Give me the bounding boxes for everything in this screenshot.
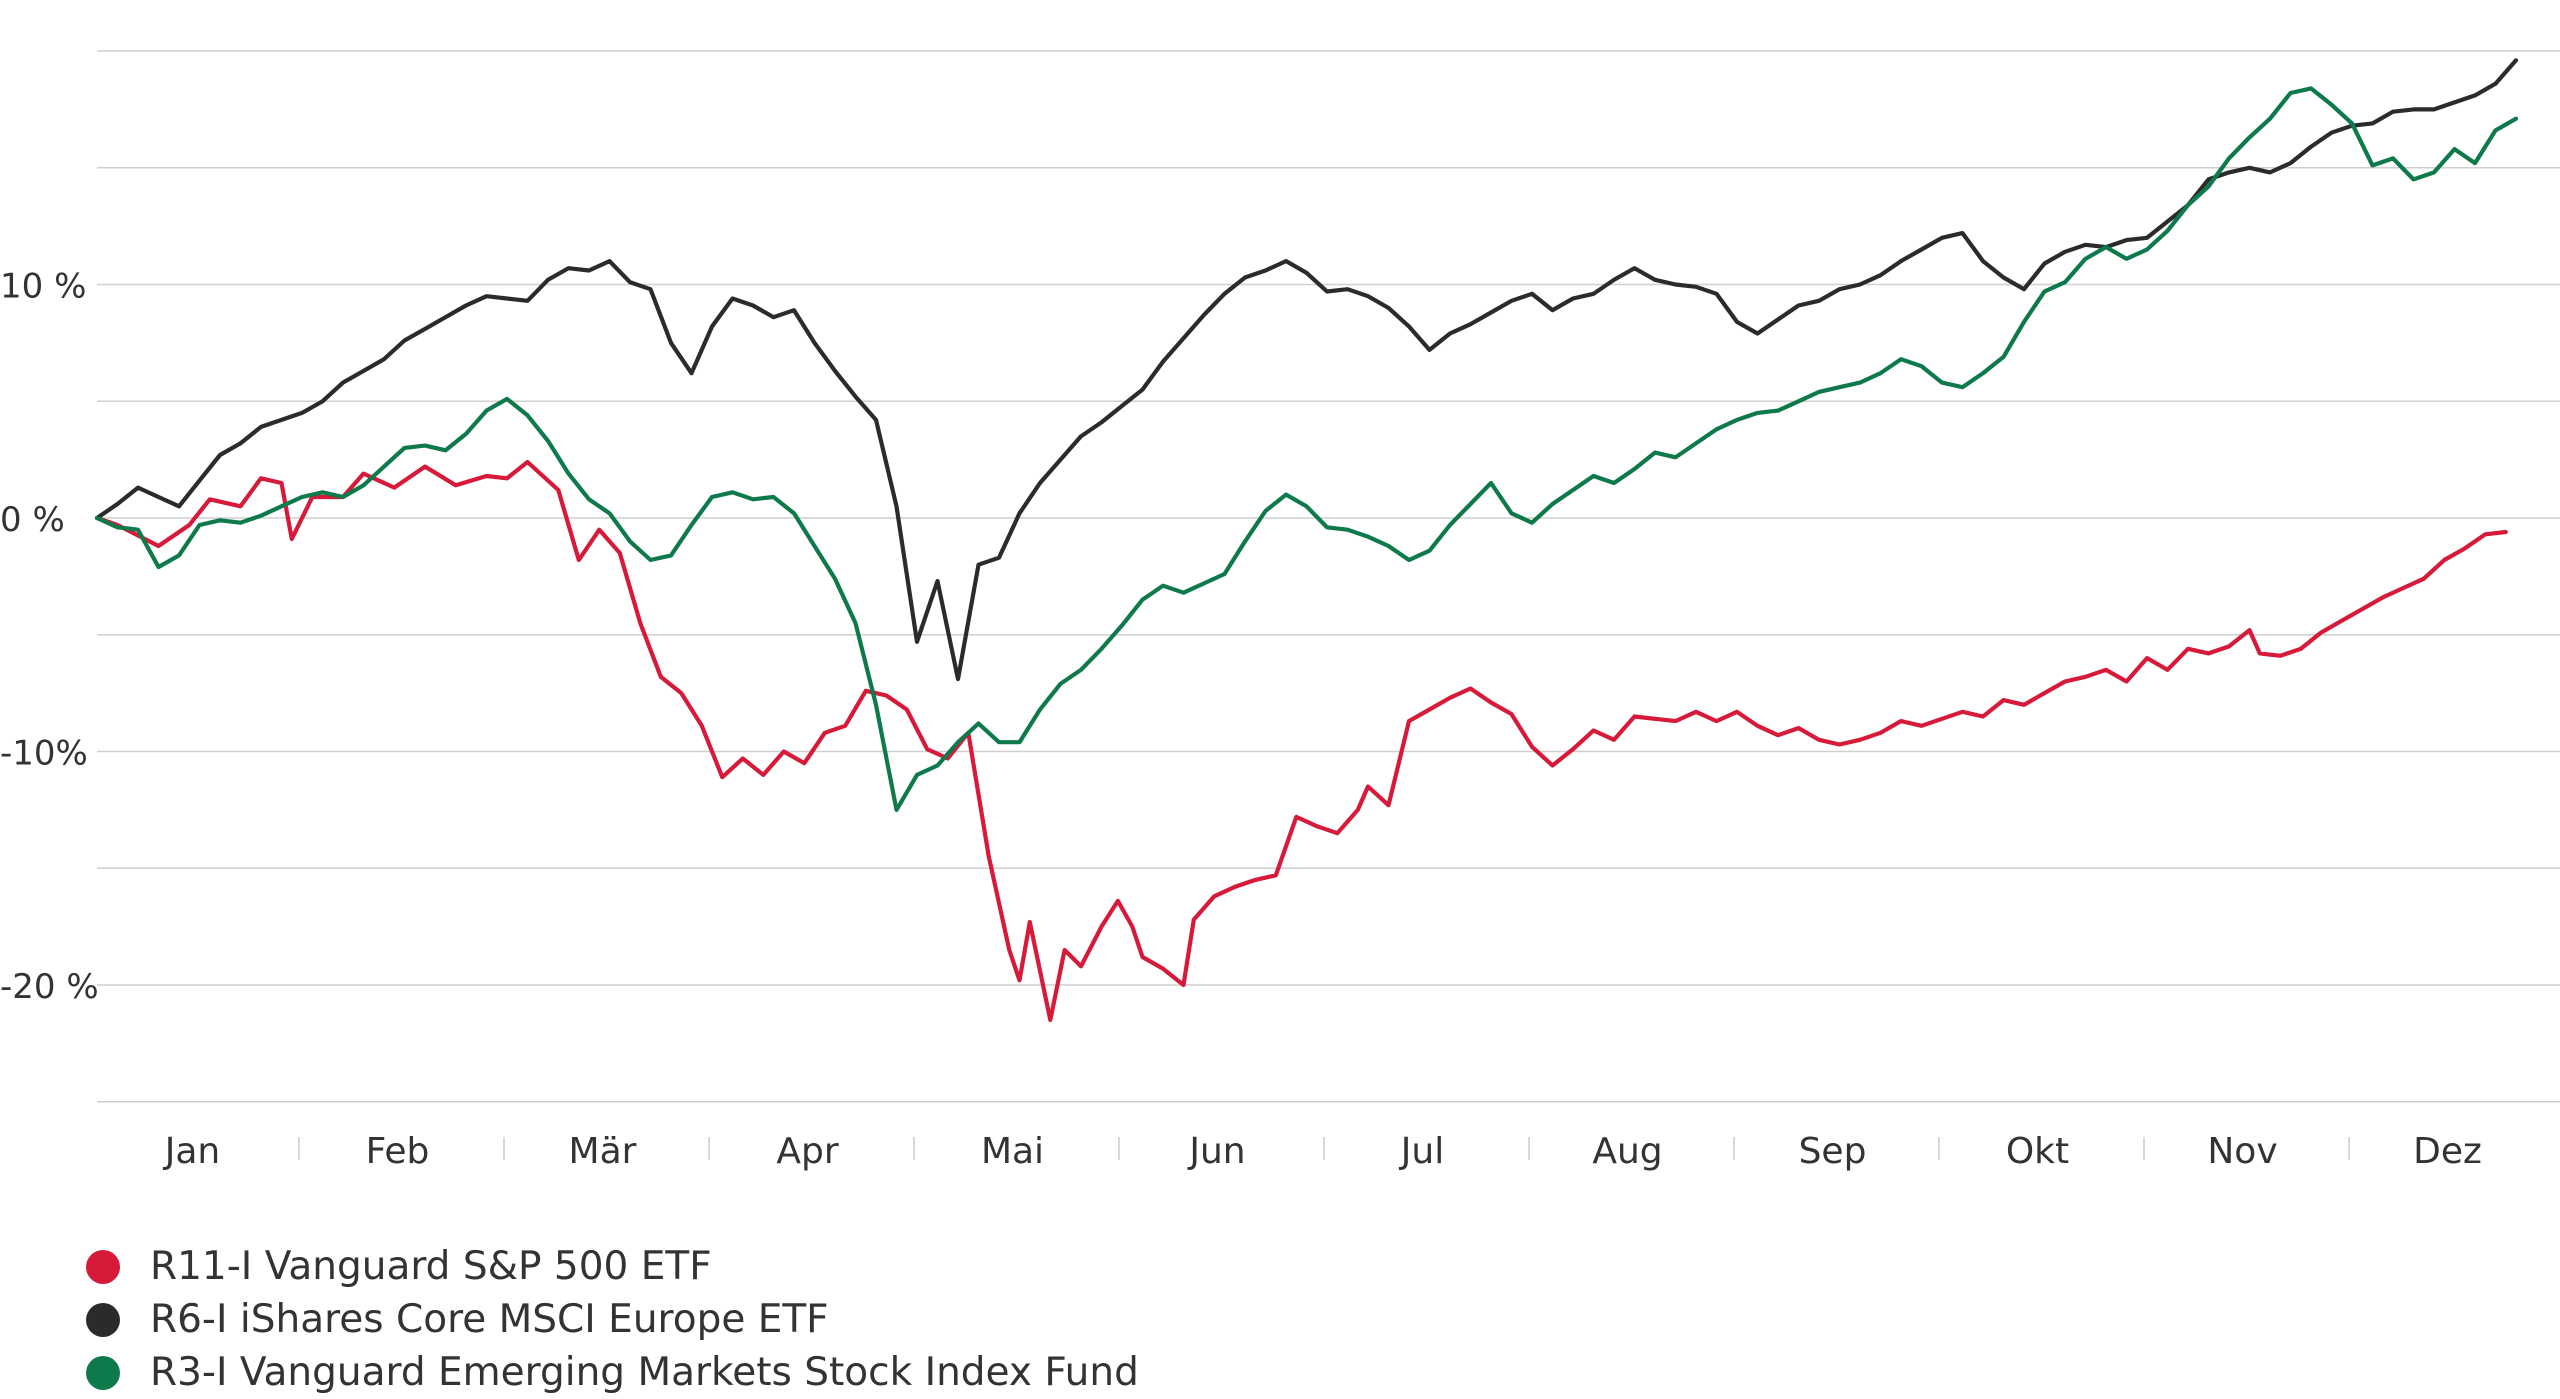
x-tick-label: Feb [366, 1131, 430, 1172]
legend: R11-I Vanguard S&P 500 ETF R6-I iShares C… [86, 1240, 1139, 1399]
legend-dot-icon [86, 1355, 120, 1390]
legend-label: R3-I Vanguard Emerging Markets Stock Ind… [150, 1350, 1139, 1395]
x-tick-label: Mai [981, 1131, 1044, 1172]
series-line-1 [94, 459, 2508, 1023]
legend-item: R3-I Vanguard Emerging Markets Stock Ind… [86, 1346, 1139, 1399]
legend-dot-icon [86, 1249, 120, 1284]
x-tick-label: Jul [1399, 1131, 1444, 1172]
legend-dot-icon [86, 1302, 120, 1337]
chart-canvas: 10 % 0 % -10% -20 % Jan Feb Mär Apr Mai Jun Jul Aug… [0, 50, 2560, 1172]
x-tick-label: Jun [1187, 1131, 1245, 1172]
legend-item: R6-I iShares Core MSCI Europe ETF [86, 1293, 1139, 1346]
legend-item: R11-I Vanguard S&P 500 ETF [86, 1240, 1139, 1293]
series-line-2 [94, 58, 2519, 682]
x-tick-label: Nov [2207, 1131, 2277, 1172]
y-tick-label: -20 % [0, 967, 99, 1007]
legend-label: R11-I Vanguard S&P 500 ETF [150, 1244, 712, 1289]
y-tick-label: 10 % [0, 267, 86, 307]
x-tick-label: Apr [776, 1131, 838, 1172]
x-tick-label: Dez [2413, 1131, 2482, 1172]
series-line-3 [94, 86, 2519, 812]
legend-label: R6-I iShares Core MSCI Europe ETF [150, 1297, 829, 1342]
x-tick-label: Okt [2006, 1131, 2069, 1172]
x-tick-label: Sep [1799, 1131, 1867, 1172]
x-tick-label: Jan [163, 1131, 221, 1172]
y-tick-label: 0 % [0, 500, 65, 540]
x-tick-label: Mär [569, 1131, 637, 1172]
x-tick-label: Aug [1592, 1131, 1662, 1172]
y-tick-label: -10% [0, 734, 88, 774]
